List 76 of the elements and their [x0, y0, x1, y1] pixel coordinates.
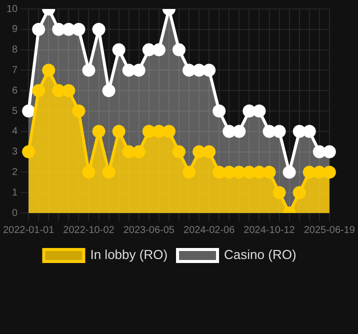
point: [92, 22, 106, 36]
x-tick-label: 2024-10-12: [244, 224, 296, 236]
point: [112, 124, 126, 138]
point: [52, 22, 66, 36]
point: [202, 64, 216, 77]
point: [102, 166, 116, 179]
point: [192, 145, 206, 158]
point: [152, 124, 166, 138]
point: [182, 166, 196, 179]
point: [222, 124, 236, 138]
y-tick-label: 0: [12, 208, 18, 219]
y-tick-label: 5: [12, 106, 18, 117]
point: [112, 43, 126, 56]
point: [282, 166, 296, 179]
point: [212, 166, 226, 179]
x-tick-label: 2022-01-01: [3, 224, 55, 236]
x-tick-label: 2025-06-19: [304, 224, 356, 236]
x-tick-label: 2024-02-06: [184, 224, 236, 236]
y-tick-label: 9: [12, 24, 18, 36]
y-tick-label: 8: [12, 44, 18, 56]
point: [142, 124, 156, 138]
point: [172, 145, 186, 158]
y-tick-label: 10: [6, 4, 18, 15]
point: [172, 43, 186, 56]
point: [52, 84, 66, 98]
point: [262, 124, 276, 138]
point: [132, 64, 146, 77]
point: [292, 124, 306, 138]
point: [312, 145, 326, 158]
point: [202, 145, 216, 158]
point: [62, 84, 76, 98]
y-tick-label: 1: [12, 187, 18, 198]
point: [162, 124, 176, 138]
point: [132, 145, 146, 158]
point: [242, 166, 256, 179]
point: [72, 104, 86, 118]
legend-label: Casino (RO): [224, 247, 296, 262]
point: [122, 64, 136, 77]
point: [252, 104, 266, 118]
point: [192, 64, 206, 77]
point: [92, 124, 106, 138]
point: [322, 145, 336, 158]
y-tick-label: 3: [12, 146, 18, 158]
point: [212, 104, 226, 118]
point: [152, 43, 166, 56]
point: [252, 166, 266, 179]
y-tick-label: 4: [12, 126, 18, 138]
point: [82, 64, 96, 77]
point: [142, 43, 156, 56]
y-tick-label: 2: [12, 166, 18, 178]
point: [292, 186, 306, 200]
point: [312, 166, 326, 179]
point: [242, 104, 256, 118]
point: [82, 166, 96, 179]
point: [302, 166, 316, 179]
point: [72, 22, 86, 36]
point: [232, 124, 246, 138]
point: [272, 124, 286, 138]
x-tick-label: 2023-06-05: [123, 224, 175, 236]
point: [322, 166, 336, 179]
point: [122, 145, 136, 158]
point: [302, 124, 316, 138]
y-tick-label: 7: [12, 64, 18, 76]
point: [262, 166, 276, 179]
point: [182, 64, 196, 77]
point: [32, 22, 46, 36]
x-tick-label: 2022-10-02: [63, 224, 115, 236]
point: [42, 64, 56, 77]
point: [232, 166, 246, 179]
point: [222, 166, 236, 179]
y-tick-label: 6: [12, 85, 18, 96]
legend-label: In lobby (RO): [90, 247, 168, 262]
point: [32, 84, 46, 98]
point: [102, 84, 116, 98]
point: [272, 186, 286, 200]
point: [62, 22, 76, 36]
